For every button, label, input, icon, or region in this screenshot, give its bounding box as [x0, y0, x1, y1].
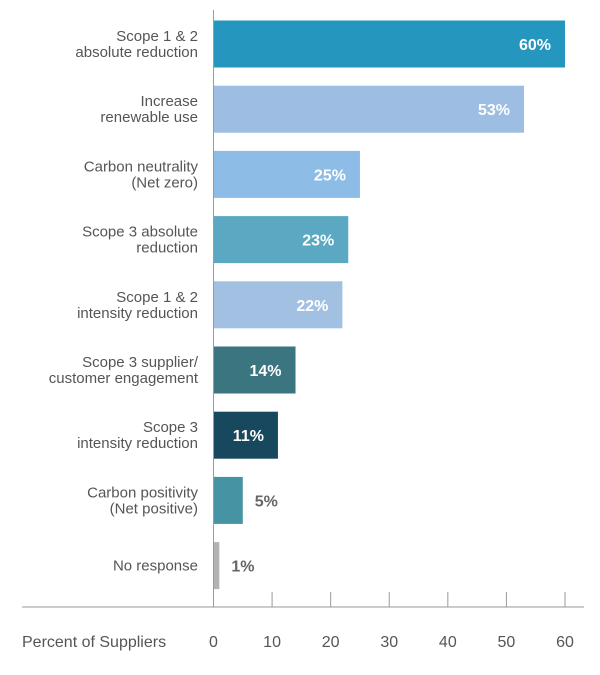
- category-label: Carbon positivity: [87, 484, 198, 501]
- category-label: (Net zero): [131, 174, 198, 191]
- category-label: No response: [113, 558, 198, 575]
- x-tick-label: 40: [439, 634, 457, 651]
- data-label: 5%: [255, 493, 278, 510]
- bar: [213, 346, 296, 394]
- bar: [213, 20, 565, 68]
- bar: [213, 216, 349, 264]
- bar: [213, 281, 343, 329]
- x-axis: Percent of Suppliers 0 10 20 30 40 50 60: [22, 10, 584, 651]
- data-label: 60%: [519, 37, 551, 54]
- data-label: 1%: [231, 559, 254, 576]
- data-label: 14%: [249, 363, 281, 380]
- bar: [213, 476, 243, 524]
- data-label: 53%: [478, 102, 510, 119]
- category-label: renewable use: [100, 109, 198, 126]
- data-label: 22%: [296, 298, 328, 315]
- category-label: Scope 1 & 2: [116, 28, 198, 45]
- data-label: 11%: [233, 428, 264, 445]
- category-label: absolute reduction: [75, 44, 198, 61]
- x-tick-label: 0: [209, 634, 218, 651]
- category-label: (Net positive): [110, 500, 198, 517]
- data-label: 23%: [302, 233, 334, 250]
- category-label: Scope 3 supplier/: [82, 354, 199, 371]
- category-label: Scope 1 & 2: [116, 289, 198, 306]
- x-axis-title: Percent of Suppliers: [22, 634, 166, 651]
- category-label: intensity reduction: [77, 305, 198, 322]
- category-label: reduction: [136, 240, 198, 257]
- bar: [213, 542, 220, 590]
- x-tick-label: 20: [322, 634, 340, 651]
- x-tick-label: 10: [263, 634, 281, 651]
- data-label: 25%: [314, 167, 346, 184]
- x-tick-label: 30: [380, 634, 398, 651]
- category-label: intensity reduction: [77, 435, 198, 452]
- category-label: Increase: [140, 93, 198, 110]
- x-tick-label: 60: [556, 634, 574, 651]
- category-label: customer engagement: [49, 370, 199, 387]
- category-label: Carbon neutrality: [84, 158, 199, 175]
- bar: [213, 411, 278, 459]
- category-label: Scope 3: [143, 419, 198, 436]
- bar: [213, 85, 524, 133]
- x-tick-label: 50: [498, 634, 516, 651]
- bars-layer: 60% 53% 25% 23% 22% 14% 11% 5% 1%: [213, 20, 565, 590]
- bar: [213, 150, 360, 198]
- category-label: Scope 3 absolute: [82, 224, 198, 241]
